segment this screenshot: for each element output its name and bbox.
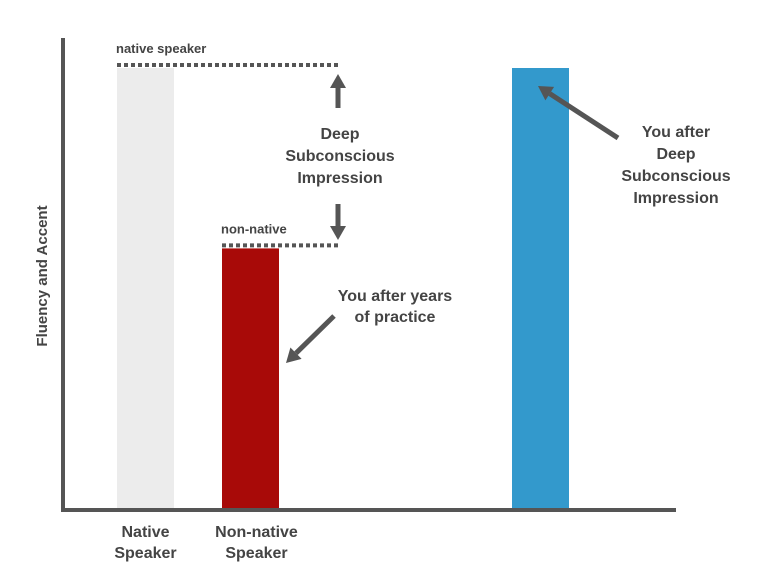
non-native-line-label: non-native (221, 221, 287, 236)
down-arrow (330, 204, 346, 240)
arrows-group (286, 74, 620, 363)
y-axis-label: Fluency and Accent (34, 205, 51, 346)
native-speaker-bar (117, 68, 174, 508)
x-tick-label: Non-native (215, 524, 298, 541)
you-after-impression-annotation: Impression (633, 190, 718, 207)
practice-arrow (286, 314, 336, 363)
after-impression-bar (512, 68, 569, 508)
impression-arrow (538, 86, 620, 141)
you-after-impression-annotation: You after (642, 124, 710, 141)
native-speaker-line-label: native speaker (116, 41, 206, 56)
up-arrow (330, 74, 346, 108)
x-tick-label: Speaker (225, 545, 287, 562)
you-after-years-of-practice-annotation: You after years (338, 288, 453, 305)
non-native-speaker-bar (222, 248, 279, 508)
bars-group (117, 68, 569, 508)
labels-group: Native Speaker Non-native Speaker native spe… (114, 41, 730, 562)
you-after-impression-annotation: Subconscious (621, 168, 730, 185)
deep-subconscious-impression-annotation: Deep (320, 126, 359, 143)
x-tick-label: Native (121, 524, 169, 541)
you-after-years-of-practice-annotation: of practice (355, 309, 436, 326)
x-tick-label: Speaker (114, 545, 176, 562)
deep-subconscious-impression-annotation: Subconscious (285, 148, 394, 165)
deep-subconscious-impression-annotation: Impression (297, 170, 382, 187)
you-after-impression-annotation: Deep (656, 146, 695, 163)
reference-lines-group (117, 63, 340, 248)
